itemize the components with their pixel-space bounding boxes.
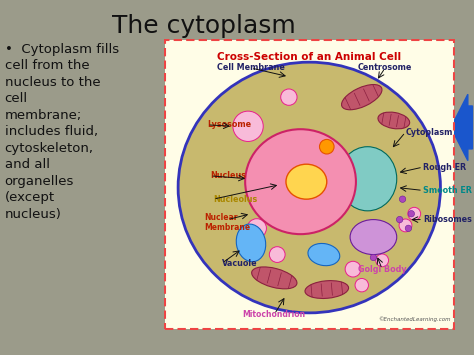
Text: Centrosome: Centrosome (358, 64, 412, 72)
Circle shape (370, 254, 377, 261)
Text: Cell Membrane: Cell Membrane (217, 64, 285, 72)
Ellipse shape (350, 220, 397, 255)
Text: Cross-Section of an Animal Cell: Cross-Section of an Animal Cell (217, 52, 401, 62)
Ellipse shape (236, 224, 266, 262)
Text: Nucleus: Nucleus (210, 171, 246, 180)
Circle shape (376, 254, 389, 267)
Ellipse shape (308, 244, 340, 266)
Circle shape (281, 89, 297, 105)
Text: Smooth ER: Smooth ER (423, 186, 472, 195)
Circle shape (400, 196, 406, 202)
Text: Lysosome: Lysosome (207, 120, 251, 129)
Text: The cytoplasm: The cytoplasm (112, 14, 296, 38)
Text: Vacuole: Vacuole (222, 259, 257, 268)
Ellipse shape (338, 147, 397, 211)
Circle shape (345, 261, 361, 277)
Text: Nucleolus: Nucleolus (213, 195, 257, 204)
Ellipse shape (305, 280, 348, 299)
Circle shape (233, 111, 263, 141)
Ellipse shape (378, 112, 410, 129)
Text: ©EnchantedLearning.com: ©EnchantedLearning.com (378, 316, 451, 322)
Circle shape (399, 219, 412, 232)
Ellipse shape (286, 164, 327, 199)
Circle shape (408, 207, 420, 220)
Text: Mitochondrion: Mitochondrion (243, 310, 306, 319)
Circle shape (255, 168, 277, 190)
FancyArrow shape (451, 94, 473, 160)
Circle shape (405, 225, 411, 231)
Text: Nuclear
Membrane: Nuclear Membrane (204, 213, 250, 232)
Circle shape (247, 219, 266, 238)
Text: Cytoplasm: Cytoplasm (405, 128, 453, 137)
Ellipse shape (262, 137, 287, 168)
Text: Ribosomes: Ribosomes (423, 215, 472, 224)
Ellipse shape (245, 129, 356, 234)
Ellipse shape (252, 267, 297, 289)
Ellipse shape (342, 84, 382, 110)
FancyBboxPatch shape (165, 40, 454, 329)
Text: Golgi Body: Golgi Body (358, 264, 407, 274)
Circle shape (396, 217, 403, 223)
Circle shape (269, 247, 285, 262)
Circle shape (319, 140, 334, 154)
Text: •  Cytoplasm fills
cell from the
nucleus to the
cell
membrane;
includes fluid,
c: • Cytoplasm fills cell from the nucleus … (5, 43, 119, 220)
Circle shape (355, 278, 368, 292)
Text: Rough ER: Rough ER (423, 163, 466, 171)
Ellipse shape (178, 62, 440, 313)
Circle shape (408, 211, 415, 217)
